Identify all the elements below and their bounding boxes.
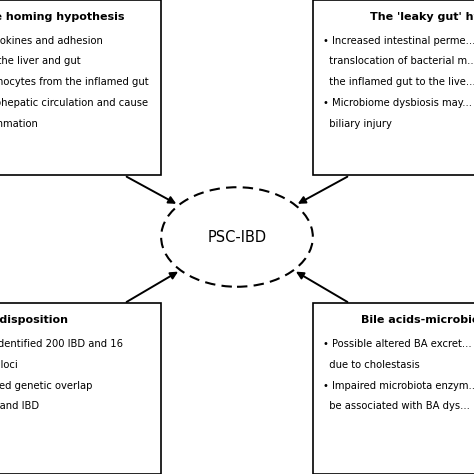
Text: biliary injury: biliary injury (323, 119, 392, 129)
Text: molecules in the liver and gut: molecules in the liver and gut (0, 56, 80, 66)
Bar (0, 303, 161, 474)
Text: • Recruit lymphocytes from the inflamed gut: • Recruit lymphocytes from the inflamed … (0, 77, 148, 87)
Text: due to cholestasis: due to cholestasis (323, 360, 419, 370)
Bar (313, 0, 474, 175)
Text: • There is limited genetic overlap: • There is limited genetic overlap (0, 381, 92, 391)
Bar (313, 303, 474, 474)
Text: Lymphocyte homing hypothesis: Lymphocyte homing hypothesis (0, 12, 125, 22)
Text: Genetic predisposition: Genetic predisposition (0, 315, 68, 325)
Text: via the enterohepatic circulation and cause: via the enterohepatic circulation and ca… (0, 98, 148, 108)
Text: • Increased intestinal perme...: • Increased intestinal perme... (323, 36, 474, 46)
Text: hepatic inflammation: hepatic inflammation (0, 119, 37, 129)
Text: the inflamed gut to the live...: the inflamed gut to the live... (323, 77, 474, 87)
Text: between PSC and IBD: between PSC and IBD (0, 401, 39, 411)
Text: Bile acids-microbiome...: Bile acids-microbiome... (361, 315, 474, 325)
Text: • Impaired microbiota enzym...: • Impaired microbiota enzym... (323, 381, 474, 391)
Text: susceptibility loci: susceptibility loci (0, 360, 17, 370)
Text: • Microbiome dysbiosis may...: • Microbiome dysbiosis may... (323, 98, 472, 108)
Text: • GWAS have identified 200 IBD and 16: • GWAS have identified 200 IBD and 16 (0, 339, 123, 349)
Text: be associated with BA dys...: be associated with BA dys... (323, 401, 470, 411)
Text: The 'leaky gut' hyp...: The 'leaky gut' hyp... (370, 12, 474, 22)
Bar (0, 0, 161, 175)
Text: PSC-IBD: PSC-IBD (208, 229, 266, 245)
Text: translocation of bacterial m...: translocation of bacterial m... (323, 56, 474, 66)
Text: • Shared chemokines and adhesion: • Shared chemokines and adhesion (0, 36, 102, 46)
Text: • Possible altered BA excret...: • Possible altered BA excret... (323, 339, 471, 349)
